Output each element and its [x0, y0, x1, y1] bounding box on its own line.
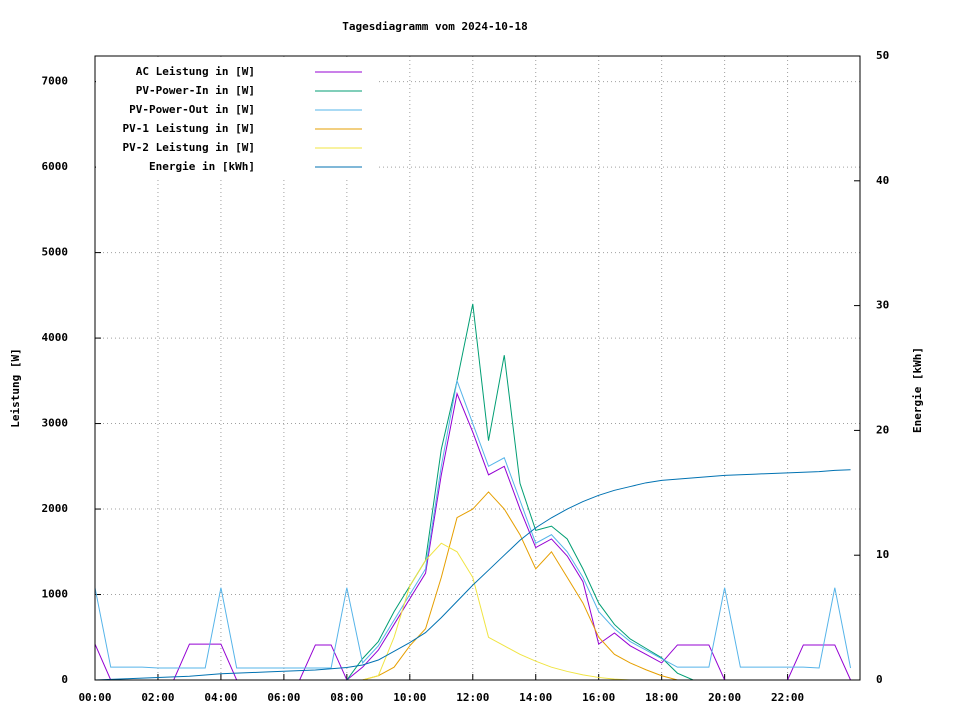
legend-label: PV-1 Leistung in [W] [123, 122, 255, 135]
y-axis-label: Leistung [W] [9, 348, 22, 427]
y-tick-label: 4000 [42, 331, 69, 344]
legend-label: PV-Power-Out in [W] [129, 103, 255, 116]
y2-tick-label: 10 [876, 548, 889, 561]
legend-label: PV-2 Leistung in [W] [123, 141, 255, 154]
y-tick-label: 5000 [42, 246, 69, 259]
plot-frame [94, 55, 861, 681]
x-tick-label: 12:00 [456, 691, 489, 704]
x-tick-label: 20:00 [708, 691, 741, 704]
x-tick-label: 06:00 [267, 691, 300, 704]
y-tick-label: 2000 [42, 502, 69, 515]
y2-tick-label: 20 [876, 423, 889, 436]
y-tick-label: 7000 [42, 75, 69, 88]
y2-tick-label: 50 [876, 49, 889, 62]
x-tick-label: 08:00 [330, 691, 363, 704]
legend-label: PV-Power-In in [W] [136, 84, 255, 97]
legend-label: Energie in [kWh] [149, 160, 255, 173]
chart-title: Tagesdiagramm vom 2024-10-18 [342, 20, 527, 33]
series-line [94, 469, 851, 681]
x-tick-label: 18:00 [645, 691, 678, 704]
y-tick-label: 1000 [42, 588, 69, 601]
x-tick-label: 02:00 [141, 691, 174, 704]
legend-box [96, 60, 376, 180]
x-tick-label: 10:00 [393, 691, 426, 704]
y2-tick-label: 40 [876, 174, 889, 187]
y-tick-label: 6000 [42, 160, 69, 173]
x-tick-label: 04:00 [204, 691, 237, 704]
y2-tick-label: 0 [876, 673, 883, 686]
y2-axis-label: Energie [kWh] [911, 347, 924, 433]
legend-label: AC Leistung in [W] [136, 65, 255, 78]
y2-tick-label: 30 [876, 299, 889, 312]
x-tick-label: 14:00 [519, 691, 552, 704]
series-line [94, 378, 852, 669]
x-tick-label: 00:00 [78, 691, 111, 704]
y-tick-label: 0 [61, 673, 68, 686]
y-tick-label: 3000 [42, 417, 69, 430]
x-tick-label: 16:00 [582, 691, 615, 704]
x-tick-label: 22:00 [771, 691, 804, 704]
